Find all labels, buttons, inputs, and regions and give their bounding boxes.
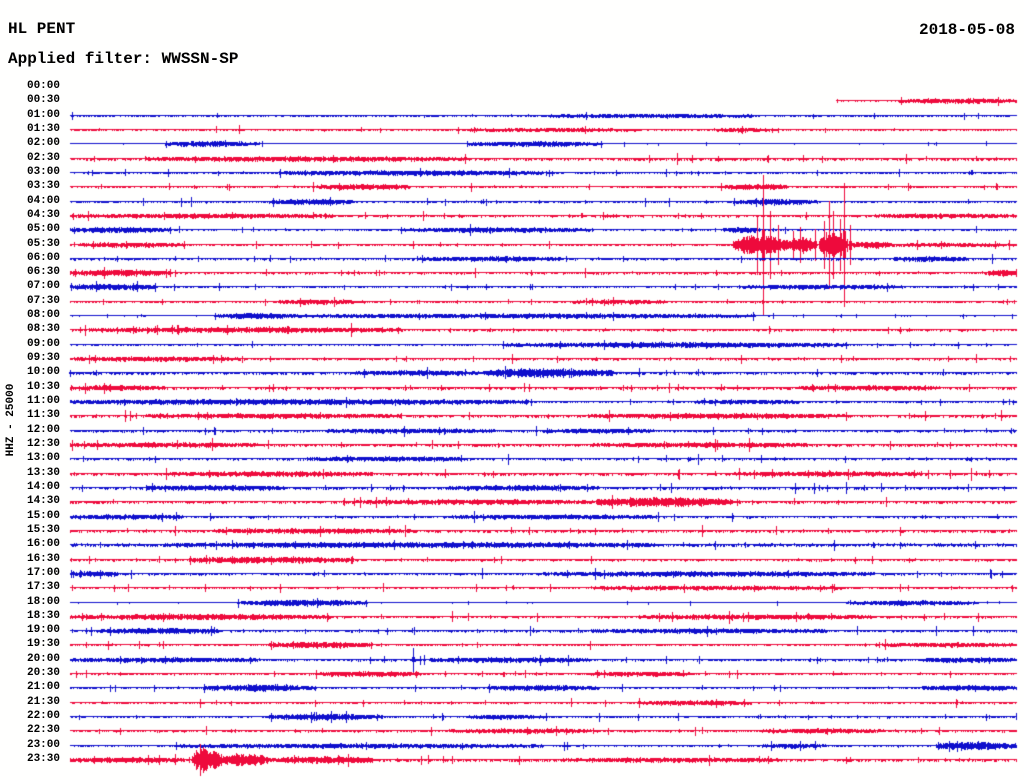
- time-label: 21:00: [26, 681, 60, 693]
- time-label: 18:30: [26, 610, 60, 622]
- time-label: 07:30: [26, 295, 60, 307]
- time-label: 09:00: [26, 338, 60, 350]
- time-label: 20:00: [26, 653, 60, 665]
- time-label: 19:00: [26, 624, 60, 636]
- time-label: 01:00: [26, 109, 60, 121]
- time-label: 08:00: [26, 309, 60, 321]
- date-label: 2018-05-08: [918, 21, 1015, 39]
- time-label: 04:00: [26, 195, 60, 207]
- time-label: 07:00: [26, 280, 60, 292]
- time-label: 05:00: [26, 223, 60, 235]
- time-label: 05:30: [26, 238, 60, 250]
- station-label: HL PENT: [8, 20, 76, 38]
- time-label: 18:00: [26, 596, 60, 608]
- time-label: 10:30: [26, 381, 60, 393]
- time-label: 03:00: [26, 166, 60, 178]
- time-label: 04:30: [26, 209, 60, 221]
- time-label: 21:30: [26, 696, 60, 708]
- time-label: 02:00: [26, 137, 60, 149]
- time-label: 13:00: [26, 452, 60, 464]
- time-label: 23:30: [26, 753, 60, 765]
- time-label: 17:30: [26, 581, 60, 593]
- time-label: 22:30: [26, 724, 60, 736]
- time-label: 15:30: [26, 524, 60, 536]
- time-label: 23:00: [26, 739, 60, 751]
- time-label: 16:30: [26, 553, 60, 565]
- time-label: 09:30: [26, 352, 60, 364]
- time-label: 16:00: [26, 538, 60, 550]
- time-label: 00:00: [26, 80, 60, 92]
- time-label: 19:30: [26, 638, 60, 650]
- time-label: 08:30: [26, 323, 60, 335]
- time-label: 14:00: [26, 481, 60, 493]
- filter-label: Applied filter: WWSSN-SP: [8, 50, 239, 68]
- time-label: 11:30: [26, 409, 60, 421]
- time-label: 06:00: [26, 252, 60, 264]
- time-label: 06:30: [26, 266, 60, 278]
- time-label: 22:00: [26, 710, 60, 722]
- time-label: 03:30: [26, 180, 60, 192]
- time-label: 20:30: [26, 667, 60, 679]
- time-label: 12:30: [26, 438, 60, 450]
- time-label: 10:00: [26, 366, 60, 378]
- time-label: 14:30: [26, 495, 60, 507]
- time-label: 15:00: [26, 510, 60, 522]
- time-label: 01:30: [26, 123, 60, 135]
- time-label: 17:00: [26, 567, 60, 579]
- time-label: 00:30: [26, 94, 60, 106]
- time-label: 02:30: [26, 152, 60, 164]
- time-label: 12:00: [26, 424, 60, 436]
- time-label: 11:00: [26, 395, 60, 407]
- time-label: 13:30: [26, 467, 60, 479]
